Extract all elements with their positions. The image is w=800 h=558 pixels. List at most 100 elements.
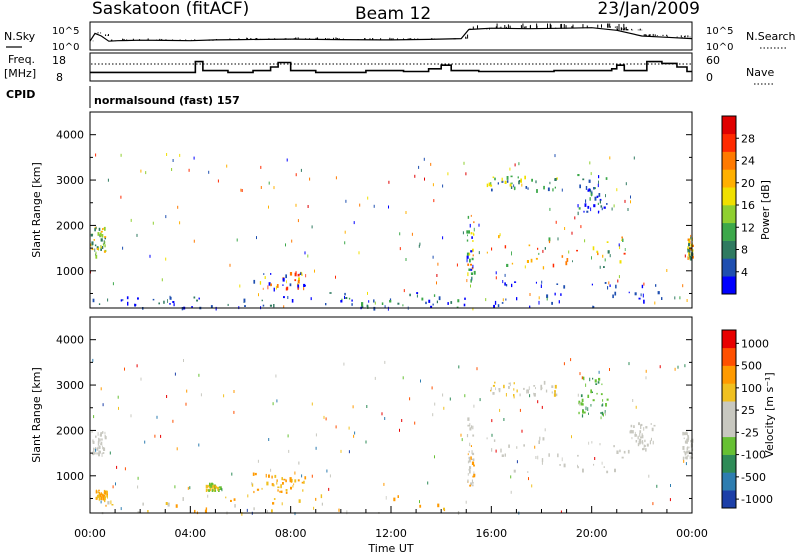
power-cell xyxy=(526,260,529,263)
velocity-cell xyxy=(183,359,184,362)
velocity-cbar-tick-label: -100 xyxy=(741,449,766,462)
velocity-cbar-tick-label: 500 xyxy=(741,360,762,373)
velocity-cell xyxy=(490,389,492,392)
freq-ytick-high: 18 xyxy=(52,54,66,67)
power-cell xyxy=(91,248,94,251)
power-cell xyxy=(253,279,256,284)
power-cell xyxy=(100,248,102,251)
power-cell xyxy=(666,269,668,272)
velocity-cell xyxy=(326,469,328,473)
velocity-cell xyxy=(589,377,591,382)
power-cbar-swatch xyxy=(722,116,736,135)
power-cell xyxy=(643,299,645,304)
velocity-cell xyxy=(471,458,474,461)
velocity-cell xyxy=(504,453,506,457)
velocity-cell xyxy=(597,381,600,384)
velocity-cell xyxy=(189,486,191,490)
velocity-cell xyxy=(460,433,462,437)
velocity-cell xyxy=(432,413,434,417)
power-cell xyxy=(414,174,416,178)
power-cell xyxy=(91,244,93,247)
velocity-cell xyxy=(200,393,202,397)
power-cell xyxy=(520,178,522,182)
power-cell xyxy=(624,199,626,203)
x-tick-label: 04:00 xyxy=(174,527,206,540)
power-cell xyxy=(345,297,348,299)
power-cell xyxy=(574,216,576,220)
velocity-cell xyxy=(402,376,404,380)
power-cell xyxy=(450,301,453,304)
velocity-cell xyxy=(472,481,474,484)
velocity-cell xyxy=(443,406,445,410)
freq-panel-frame xyxy=(89,52,693,82)
power-cell xyxy=(268,282,271,286)
velocity-cell xyxy=(640,441,642,444)
velocity-cell xyxy=(272,502,275,505)
power-cell xyxy=(556,283,559,285)
power-cell xyxy=(596,195,599,198)
power-cell xyxy=(432,255,434,259)
velocity-cell xyxy=(684,432,686,436)
velocity-cell xyxy=(254,472,257,476)
velocity-cell xyxy=(98,489,100,492)
velocity-cell xyxy=(687,454,689,457)
velocity-cell xyxy=(468,468,471,471)
velocity-cell xyxy=(348,450,350,454)
power-cell xyxy=(591,283,593,286)
velocity-cell xyxy=(472,434,475,437)
power-cell xyxy=(494,300,497,305)
power-cell xyxy=(267,285,269,290)
power-cell xyxy=(661,297,663,300)
velocity-cbar-frame xyxy=(721,329,737,509)
power-cell xyxy=(297,280,300,284)
velocity-cell xyxy=(434,455,435,459)
power-cell xyxy=(188,168,190,172)
velocity-cell xyxy=(640,423,643,426)
velocity-ylabel: Slant Range [km] xyxy=(30,367,43,463)
velocity-cell xyxy=(272,484,275,487)
x-tick-label: 00:00 xyxy=(74,527,106,540)
velocity-cell xyxy=(513,469,516,473)
power-cell xyxy=(514,188,516,191)
power-cell xyxy=(345,199,347,203)
velocity-cell xyxy=(503,384,505,389)
velocity-cell xyxy=(685,462,687,466)
power-cell xyxy=(463,161,465,165)
velocity-cell xyxy=(486,437,488,440)
velocity-cell xyxy=(472,484,474,487)
velocity-cell xyxy=(527,471,529,473)
velocity-cell xyxy=(320,494,323,499)
power-cell xyxy=(470,263,472,266)
velocity-cell xyxy=(645,448,647,452)
beam-title: Beam 12 xyxy=(355,4,431,24)
velocity-cbar-swatch xyxy=(722,401,736,420)
velocity-cell xyxy=(165,502,168,505)
velocity-cell xyxy=(652,440,654,445)
power-cell xyxy=(301,271,303,274)
power-cell xyxy=(564,227,566,230)
velocity-cell xyxy=(182,497,184,501)
power-panel-frame xyxy=(89,111,693,309)
velocity-cell xyxy=(209,482,211,487)
velocity-cell xyxy=(110,500,112,505)
velocity-cell xyxy=(613,445,615,448)
velocity-cell xyxy=(277,489,279,492)
power-cell xyxy=(241,189,243,192)
velocity-cell xyxy=(210,483,213,485)
power-cell xyxy=(548,237,551,242)
power-cell xyxy=(210,305,213,309)
power-cell xyxy=(619,260,622,264)
power-cell xyxy=(310,297,312,301)
velocity-cell xyxy=(97,491,100,494)
power-cell xyxy=(367,196,369,200)
velocity-cell xyxy=(593,463,595,466)
power-cell xyxy=(617,279,619,283)
power-cell xyxy=(513,184,515,188)
power-cell xyxy=(542,266,545,270)
power-cell xyxy=(485,298,487,302)
power-cell xyxy=(305,274,307,278)
power-cell xyxy=(193,156,195,160)
nsky-line xyxy=(89,27,693,42)
velocity-y-tick-label: 3000 xyxy=(56,379,84,392)
power-cbar-tick-label: 24 xyxy=(741,155,755,168)
